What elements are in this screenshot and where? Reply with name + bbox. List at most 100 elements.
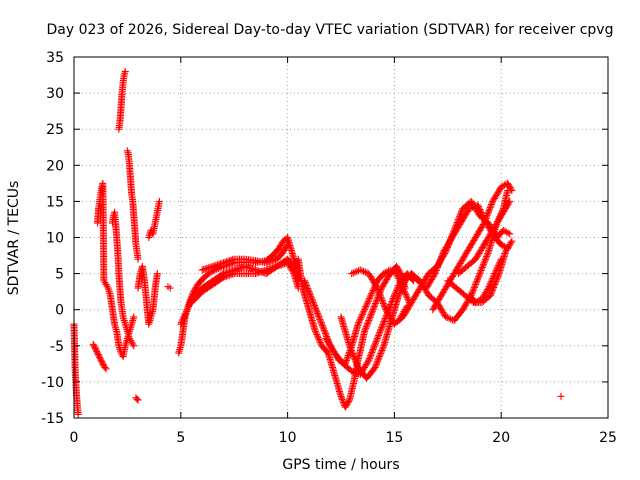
- data-point: [102, 365, 110, 373]
- data-point: [450, 226, 458, 234]
- data-point: [365, 270, 373, 278]
- data-point: [382, 277, 390, 285]
- data-point: [379, 300, 387, 308]
- data-point: [368, 349, 376, 357]
- data-point: [454, 215, 462, 223]
- data-point: [367, 274, 375, 282]
- data-point: [155, 197, 163, 205]
- data-point: [96, 353, 104, 361]
- data-point: [451, 223, 459, 231]
- data-point: [448, 232, 456, 240]
- y-tick-label: 15: [46, 194, 64, 210]
- data-point: [370, 278, 378, 286]
- data-point: [437, 255, 445, 263]
- data-point: [472, 254, 480, 262]
- data-point: [480, 241, 488, 249]
- x-tick-label: 15: [385, 430, 403, 446]
- data-point: [456, 212, 464, 220]
- data-point: [358, 267, 366, 275]
- data-point: [343, 355, 351, 363]
- data-point: [472, 279, 480, 287]
- data-point: [430, 271, 438, 279]
- data-point: [355, 319, 363, 327]
- data-point: [484, 234, 492, 241]
- data-point: [284, 241, 292, 249]
- data-point: [497, 212, 505, 220]
- data-point: [400, 280, 408, 288]
- data-point: [481, 256, 489, 264]
- data-point: [304, 286, 312, 294]
- y-tick-label: 35: [46, 50, 64, 66]
- data-point: [379, 298, 387, 306]
- data-point: [346, 342, 354, 350]
- data-point: [351, 268, 359, 276]
- data-point: [424, 281, 432, 289]
- data-point: [309, 297, 317, 305]
- data-point: [498, 210, 506, 218]
- data-point: [403, 292, 411, 300]
- data-point: [325, 339, 333, 347]
- data-point: [470, 284, 478, 292]
- data-point: [493, 265, 501, 273]
- data-point: [489, 226, 497, 234]
- data-point: [319, 323, 327, 331]
- data-point: [133, 395, 141, 403]
- data-point: [370, 304, 378, 312]
- data-point: [465, 245, 473, 253]
- data-point: [74, 410, 82, 418]
- x-tick-label: 10: [279, 430, 297, 446]
- data-point: [504, 229, 512, 237]
- y-tick-label: 30: [46, 86, 64, 102]
- data-point: [370, 344, 378, 352]
- data-point: [366, 272, 374, 280]
- data-point: [367, 312, 375, 320]
- data-point: [378, 295, 386, 303]
- data-point: [487, 202, 495, 210]
- data-point: [374, 333, 382, 341]
- data-point: [495, 215, 503, 223]
- data-point: [460, 252, 468, 260]
- data-point: [557, 392, 565, 400]
- data-point: [364, 320, 372, 328]
- data-point: [453, 265, 461, 273]
- data-point: [475, 271, 483, 279]
- data-point: [378, 345, 386, 353]
- data-point: [371, 280, 379, 288]
- data-point: [483, 251, 491, 259]
- data-point: [490, 196, 498, 204]
- data-point: [373, 335, 381, 343]
- data-point: [363, 321, 371, 329]
- data-point: [283, 242, 291, 250]
- data-point: [316, 315, 324, 323]
- data-point: [499, 209, 507, 217]
- data-point: [303, 281, 311, 289]
- data-point: [360, 306, 368, 314]
- data-point: [393, 271, 401, 279]
- data-point: [356, 315, 364, 323]
- data-point: [323, 336, 331, 344]
- data-point: [490, 195, 498, 203]
- data-point: [317, 317, 325, 325]
- data-point: [482, 254, 490, 262]
- data-point: [478, 222, 486, 230]
- data-point: [454, 262, 462, 270]
- data-point: [279, 248, 287, 256]
- data-point: [281, 245, 289, 253]
- data-point: [304, 285, 312, 293]
- data-point: [371, 300, 379, 308]
- data-point: [369, 277, 377, 285]
- data-point: [505, 199, 513, 207]
- data-point: [475, 273, 483, 281]
- data-point: [411, 293, 419, 301]
- data-point: [360, 267, 368, 275]
- data-point: [356, 317, 364, 325]
- data-point: [508, 187, 516, 195]
- data-point: [472, 206, 480, 214]
- data-point: [362, 324, 370, 332]
- data-point: [96, 355, 104, 363]
- data-point: [366, 293, 374, 301]
- data-point: [443, 283, 451, 291]
- data-point: [351, 369, 359, 377]
- data-point: [496, 213, 504, 221]
- data-point: [365, 356, 373, 364]
